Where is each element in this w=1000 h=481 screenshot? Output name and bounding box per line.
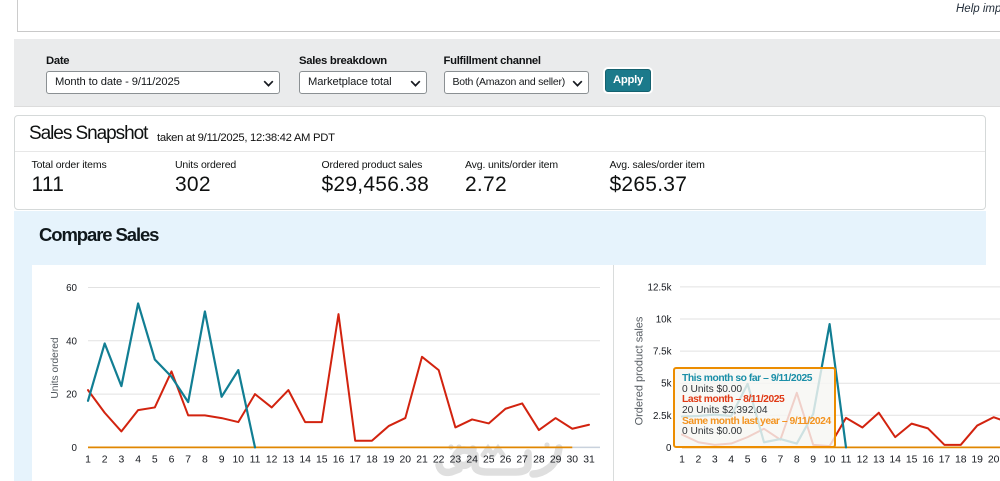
svg-text:2.5k: 2.5k (653, 411, 672, 422)
svg-text:Ordered product sales: Ordered product sales (634, 316, 646, 425)
svg-text:24: 24 (466, 455, 478, 466)
svg-text:5: 5 (745, 455, 751, 466)
svg-text:20: 20 (66, 390, 77, 401)
svg-text:15: 15 (906, 455, 918, 466)
svg-text:2: 2 (102, 455, 108, 466)
svg-text:9: 9 (219, 455, 225, 466)
svg-text:12: 12 (857, 455, 869, 466)
svg-text:2: 2 (696, 455, 702, 466)
svg-text:3: 3 (712, 455, 718, 466)
svg-text:31: 31 (583, 455, 595, 466)
svg-text:16: 16 (922, 455, 934, 466)
svg-text:1: 1 (679, 455, 685, 466)
svg-text:60: 60 (66, 283, 77, 294)
svg-text:8: 8 (202, 455, 208, 466)
svg-text:4: 4 (728, 455, 734, 466)
svg-text:7.5k: 7.5k (653, 347, 672, 358)
svg-text:21: 21 (416, 455, 428, 466)
svg-text:18: 18 (366, 455, 378, 466)
svg-text:19: 19 (971, 455, 983, 466)
svg-text:7: 7 (185, 455, 191, 466)
svg-text:30: 30 (567, 455, 579, 466)
svg-text:19: 19 (383, 455, 395, 466)
svg-text:14: 14 (299, 455, 311, 466)
svg-text:6: 6 (169, 455, 175, 466)
svg-text:12: 12 (266, 455, 278, 466)
svg-text:14: 14 (889, 455, 901, 466)
svg-text:4: 4 (135, 455, 141, 466)
svg-text:13: 13 (283, 455, 295, 466)
svg-text:7: 7 (778, 455, 784, 466)
svg-text:11: 11 (841, 455, 852, 466)
svg-text:15: 15 (316, 455, 328, 466)
svg-text:0: 0 (666, 443, 672, 454)
svg-text:20: 20 (400, 455, 412, 466)
svg-text:0: 0 (72, 443, 78, 454)
svg-text:22: 22 (433, 455, 445, 466)
svg-text:3: 3 (119, 455, 125, 466)
svg-text:13: 13 (873, 455, 885, 466)
svg-text:29: 29 (550, 455, 562, 466)
svg-text:10: 10 (824, 455, 836, 466)
svg-text:17: 17 (349, 455, 361, 466)
svg-text:10k: 10k (656, 315, 672, 326)
svg-text:16: 16 (333, 455, 345, 466)
svg-text:9: 9 (810, 455, 816, 466)
svg-text:26: 26 (500, 455, 512, 466)
svg-text:25: 25 (483, 455, 495, 466)
svg-text:28: 28 (533, 455, 545, 466)
svg-text:12.5k: 12.5k (648, 282, 672, 293)
svg-text:10: 10 (233, 455, 245, 466)
svg-text:40: 40 (66, 336, 77, 347)
svg-text:5k: 5k (661, 379, 671, 390)
svg-text:18: 18 (955, 455, 967, 466)
svg-text:20: 20 (988, 455, 1000, 466)
svg-text:Units ordered: Units ordered (50, 337, 61, 398)
svg-text:6: 6 (761, 455, 767, 466)
svg-text:27: 27 (516, 455, 528, 466)
svg-text:11: 11 (250, 455, 261, 466)
svg-text:8: 8 (794, 455, 800, 466)
svg-text:23: 23 (450, 455, 462, 466)
svg-text:1: 1 (85, 455, 91, 466)
svg-text:17: 17 (939, 455, 951, 466)
svg-text:5: 5 (152, 455, 158, 466)
